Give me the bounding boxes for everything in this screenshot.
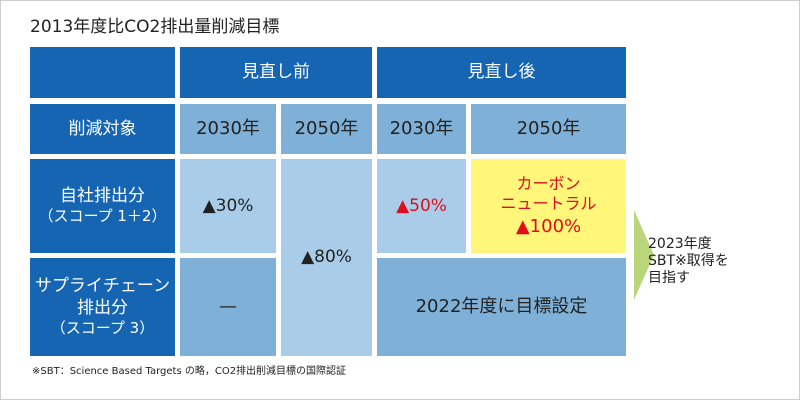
- value-after-2050-own: カーボン ニュートラル ▲100%: [471, 159, 626, 253]
- year-after-2030: 2030年: [377, 104, 466, 154]
- year-after-2050: 2050年: [471, 104, 626, 154]
- value-before-2030-own: ▲30%: [180, 159, 276, 253]
- value-after-supply: 2022年度に目標設定: [377, 258, 626, 356]
- row-label-supply-line1: サプライチェーン: [34, 276, 171, 297]
- value-before-2050: ▲80%: [281, 159, 372, 356]
- row-label-supply-line2: 排出分: [77, 298, 128, 319]
- carbon-line3: ▲100%: [515, 216, 582, 238]
- goal-text: 2023年度 SBT※取得を 目指す: [648, 236, 729, 286]
- value-before-2030-supply: —: [180, 258, 276, 356]
- header-before: 見直し前: [180, 47, 372, 98]
- year-before-2030: 2030年: [180, 104, 276, 154]
- row-label-own-line2: （スコープ 1＋2）: [38, 207, 167, 226]
- header-after: 見直し後: [377, 47, 626, 98]
- row-label-supply-line3: （スコープ 3）: [50, 319, 155, 338]
- goal-line1: 2023年度: [648, 236, 712, 252]
- header-target: 削減対象: [30, 104, 175, 154]
- row-label-own-line1: 自社排出分: [60, 186, 145, 207]
- goal-arrow-icon: [634, 210, 654, 300]
- goal-line2: SBT※取得を: [648, 252, 729, 269]
- carbon-line2: ニュートラル: [500, 194, 597, 214]
- value-after-2030-own: ▲50%: [377, 159, 466, 253]
- page-title: 2013年度比CO2排出量削減目標: [30, 17, 280, 37]
- carbon-line1: カーボン: [516, 173, 581, 193]
- row-label-supply: サプライチェーン 排出分 （スコープ 3）: [30, 258, 175, 356]
- footnote: ※SBT：Science Based Targets の略，CO2排出削減目標の…: [32, 366, 347, 377]
- goal-line3: 目指す: [648, 269, 690, 286]
- year-before-2050: 2050年: [281, 104, 372, 154]
- row-label-own: 自社排出分 （スコープ 1＋2）: [30, 159, 175, 253]
- header-corner: [30, 47, 175, 98]
